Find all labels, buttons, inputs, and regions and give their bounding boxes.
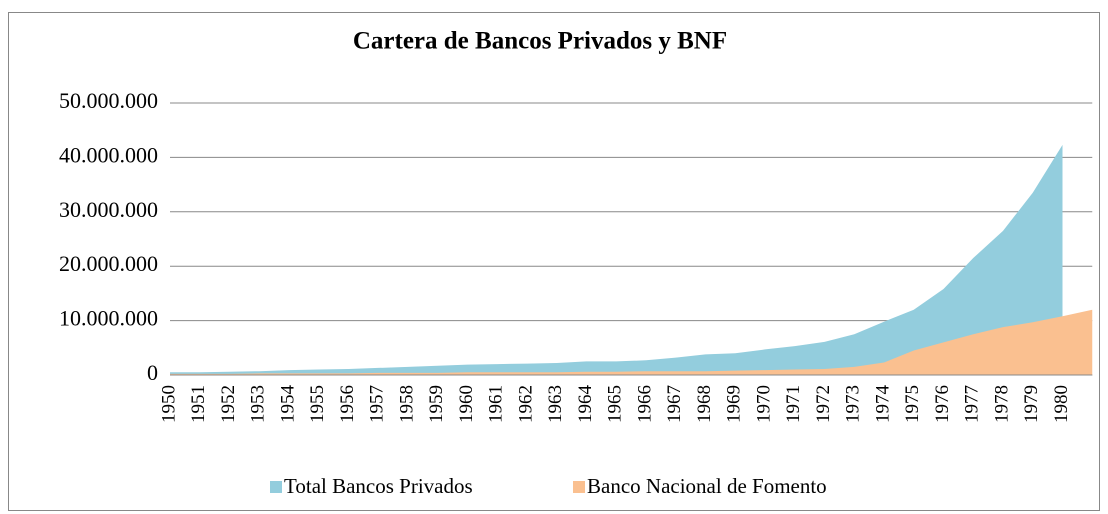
x-tick-label: 1980 — [1051, 385, 1072, 423]
chart-title: Cartera de Bancos Privados y BNF — [353, 28, 727, 55]
x-tick-label: 1951 — [188, 385, 209, 423]
x-tick-label: 1965 — [605, 385, 626, 423]
area — [170, 309, 1093, 375]
x-tick-label: 1956 — [337, 385, 358, 423]
y-tick-label: 40.000.000 — [59, 142, 158, 167]
x-tick-label: 1977 — [962, 385, 983, 423]
legend-label: Banco Nacional de Fomento — [587, 474, 827, 498]
legend-label: Total Bancos Privados — [284, 474, 473, 498]
x-tick-label: 1963 — [545, 385, 566, 423]
x-tick-label: 1973 — [843, 385, 864, 423]
legend-swatch — [270, 481, 282, 493]
x-tick-label: 1969 — [724, 385, 745, 423]
chart-border — [8, 12, 1100, 511]
x-tick-label: 1959 — [426, 385, 447, 423]
y-tick-label: 30.000.000 — [59, 197, 158, 222]
x-tick-label: 1976 — [932, 385, 953, 423]
y-tick-label: 10.000.000 — [59, 306, 158, 331]
y-tick-label: 50.000.000 — [59, 88, 158, 113]
x-tick-label: 1954 — [277, 385, 298, 424]
x-tick-label: 1968 — [694, 385, 715, 423]
x-tick-label: 1960 — [456, 385, 477, 423]
x-tick-label: 1962 — [515, 385, 536, 423]
x-tick-label: 1975 — [902, 385, 923, 423]
x-tick-label: 1971 — [783, 385, 804, 423]
x-tick-label: 1955 — [307, 385, 328, 423]
x-tick-label: 1970 — [753, 385, 774, 423]
x-tick-label: 1974 — [872, 385, 893, 424]
x-tick-label: 1966 — [634, 385, 655, 423]
y-tick-label: 20.000.000 — [59, 251, 158, 276]
x-tick-label: 1958 — [396, 385, 417, 423]
x-tick-label: 1957 — [367, 385, 388, 423]
x-tick-label: 1953 — [248, 385, 269, 423]
x-tick-label: 1979 — [1021, 385, 1042, 423]
x-tick-label: 1952 — [218, 385, 239, 423]
x-tick-label: 1961 — [486, 385, 507, 423]
x-tick-label: 1950 — [158, 385, 179, 423]
legend-swatch — [573, 481, 585, 493]
x-tick-label: 1978 — [991, 385, 1012, 423]
x-tick-label: 1964 — [575, 385, 596, 424]
x-tick-label: 1967 — [664, 385, 685, 423]
x-tick-label: 1972 — [813, 385, 834, 423]
y-tick-label: 0 — [147, 360, 158, 385]
